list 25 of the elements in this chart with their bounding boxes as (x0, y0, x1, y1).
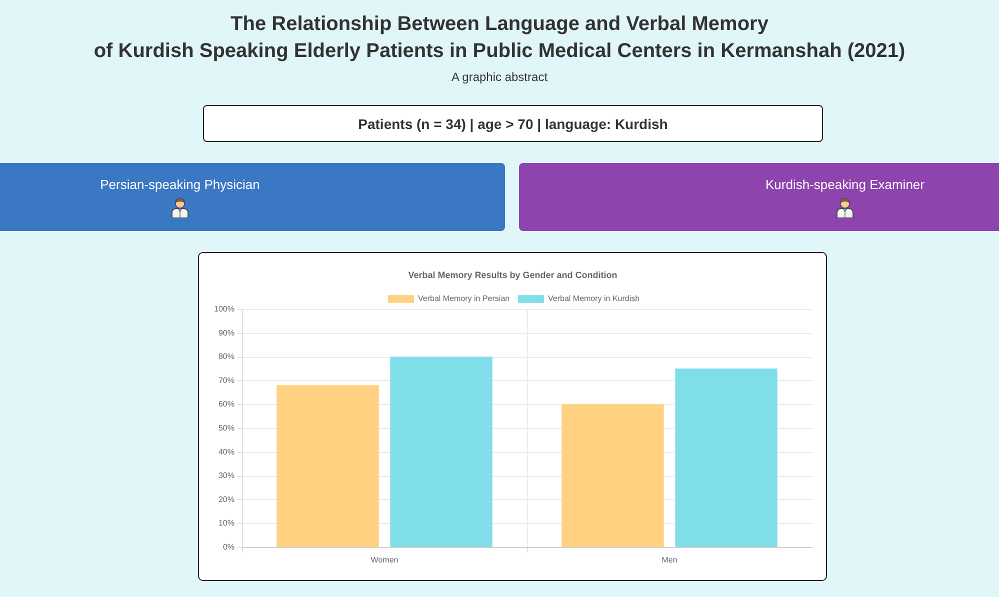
chart-title: Verbal Memory Results by Gender and Condition (408, 270, 618, 280)
text: Kurdish-speaking Examiner (764, 177, 926, 192)
text: Patients (n = 34) | age > 70 | language: Kurdish (203, 105, 823, 142)
bar (675, 368, 778, 547)
y-tick-label: 0% (222, 542, 234, 552)
bar (276, 385, 379, 547)
legend-label: Verbal Memory in Persian (418, 294, 510, 303)
text: A graphic abstract (450, 70, 549, 84)
y-tick-label: 70% (218, 376, 234, 385)
bar (562, 404, 664, 547)
y-tick-label: 80% (218, 352, 234, 362)
bar (390, 356, 492, 547)
y-tick-label: 20% (218, 494, 234, 504)
legend-label: Verbal Memory in Kurdish (548, 294, 640, 303)
y-tick-label: 90% (218, 328, 234, 338)
x-tick-label: Women (370, 556, 398, 564)
text: Persian-speaking Physician (99, 177, 261, 192)
y-tick-label: 50% (218, 424, 234, 432)
y-tick-label: 10% (218, 518, 234, 528)
x-tick-label: Men (662, 556, 678, 564)
y-tick-label: 60% (218, 400, 234, 409)
y-tick-label: 40% (218, 447, 234, 456)
y-tick-label: 100% (214, 304, 234, 314)
y-tick-label: 30% (218, 471, 234, 480)
text: The Relationship Between Language and Verbal Memory of Kurdish Speaking Elderly Patients in Public Medical Centers in Kermanshah (2021) (92, 12, 906, 64)
